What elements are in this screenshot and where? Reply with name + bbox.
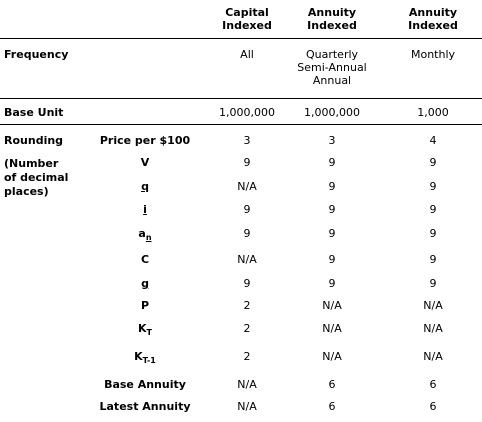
frequency-annuity: Quarterly Semi-Annual Annual — [297, 48, 367, 87]
rounding-cell: 9 — [328, 203, 336, 216]
rounding-row-name: Latest Annuity — [99, 400, 191, 413]
rounding-cell: 9 — [429, 203, 437, 216]
rounding-row-label: V — [80, 156, 210, 169]
rounding-cell: 2 — [243, 322, 251, 335]
divider-frequency — [0, 98, 482, 99]
rounding-cell: 2 — [243, 350, 251, 363]
rounding-cell: N/A — [423, 299, 443, 312]
base-unit-capital: 1,000,000 — [219, 106, 275, 119]
rounding-row-label: KT — [80, 322, 210, 337]
rounding-row-label: q — [80, 180, 210, 193]
rounding-row-subscript: T — [146, 328, 152, 337]
rounding-label: Rounding — [4, 134, 64, 147]
rounding-row-label: Price per $100 — [80, 134, 210, 147]
rounding-cell: 9 — [243, 227, 251, 240]
rounding-row-name: i — [143, 203, 147, 216]
rounding-row-name: K — [138, 322, 147, 335]
rounding-row-label: i — [80, 203, 210, 216]
rounding-cell: 3 — [328, 134, 336, 147]
rounding-cell: 2 — [243, 299, 251, 312]
rounding-cell: N/A — [237, 378, 257, 391]
rounding-cell: 9 — [429, 156, 437, 169]
rounding-row-label: C — [80, 253, 210, 266]
rounding-cell: 6 — [429, 400, 437, 413]
rounding-row-name: a — [138, 227, 146, 240]
rounding-row-name: V — [140, 156, 150, 169]
rounding-cell: N/A — [423, 322, 443, 335]
frequency-annuity-monthly: Monthly — [410, 48, 456, 61]
rounding-row-name: q — [141, 180, 149, 193]
base-unit-annuity-monthly: 1,000 — [417, 106, 449, 119]
rounding-row-label: Base Annuity — [80, 378, 210, 391]
rounding-row-label: g — [80, 277, 210, 290]
column-header-annuity-indexed-2: Annuity Indexed — [408, 6, 458, 32]
rounding-cell: N/A — [322, 350, 342, 363]
rounding-cell: N/A — [322, 322, 342, 335]
rounding-cell: 9 — [243, 203, 251, 216]
rounding-row-name: Base Annuity — [104, 378, 186, 391]
rounding-cell: 6 — [328, 378, 336, 391]
rounding-sublabel: (Number of decimal places) — [4, 157, 69, 198]
rounding-cell: 9 — [328, 156, 336, 169]
rounding-cell: 9 — [429, 227, 437, 240]
rounding-cell: N/A — [237, 400, 257, 413]
rounding-row-subscript: T-1 — [142, 356, 156, 365]
rounding-row-label: an — [80, 227, 210, 242]
rounding-cell: 9 — [328, 180, 336, 193]
rounding-row-name: g — [141, 277, 149, 290]
rounding-cell: 4 — [429, 134, 437, 147]
column-header-annuity-indexed-1: Annuity Indexed — [307, 6, 357, 32]
base-unit-label: Base Unit — [4, 106, 64, 119]
rounding-cell: 9 — [429, 180, 437, 193]
column-header-capital-indexed: Capital Indexed — [222, 6, 272, 32]
rounding-cell: 3 — [243, 134, 251, 147]
rounding-row-label: KT-1 — [80, 350, 210, 365]
frequency-label: Frequency — [4, 48, 69, 61]
rounding-row-label: Latest Annuity — [80, 400, 210, 413]
rounding-row-name: Price per $100 — [99, 134, 191, 147]
rounding-cell: N/A — [237, 180, 257, 193]
rounding-cell: 6 — [328, 400, 336, 413]
rounding-cell: 9 — [429, 253, 437, 266]
divider-header — [0, 38, 482, 39]
divider-base-unit — [0, 124, 482, 125]
rounding-cell: N/A — [423, 350, 443, 363]
rounding-cell: 9 — [429, 277, 437, 290]
rounding-cell: 9 — [328, 227, 336, 240]
rounding-row-name: C — [140, 253, 150, 266]
rounding-cell: 9 — [328, 277, 336, 290]
rounding-cell: N/A — [237, 253, 257, 266]
frequency-capital: All — [240, 48, 254, 61]
rounding-cell: 6 — [429, 378, 437, 391]
rounding-cell: N/A — [322, 299, 342, 312]
rounding-row-name: P — [140, 299, 150, 312]
rounding-cell: 9 — [328, 253, 336, 266]
base-unit-annuity: 1,000,000 — [304, 106, 360, 119]
rounding-row-label: P — [80, 299, 210, 312]
rounding-row-name: K — [134, 350, 143, 363]
rounding-cell: 9 — [243, 277, 251, 290]
rounding-cell: 9 — [243, 156, 251, 169]
rounding-row-subscript: n — [145, 233, 152, 242]
